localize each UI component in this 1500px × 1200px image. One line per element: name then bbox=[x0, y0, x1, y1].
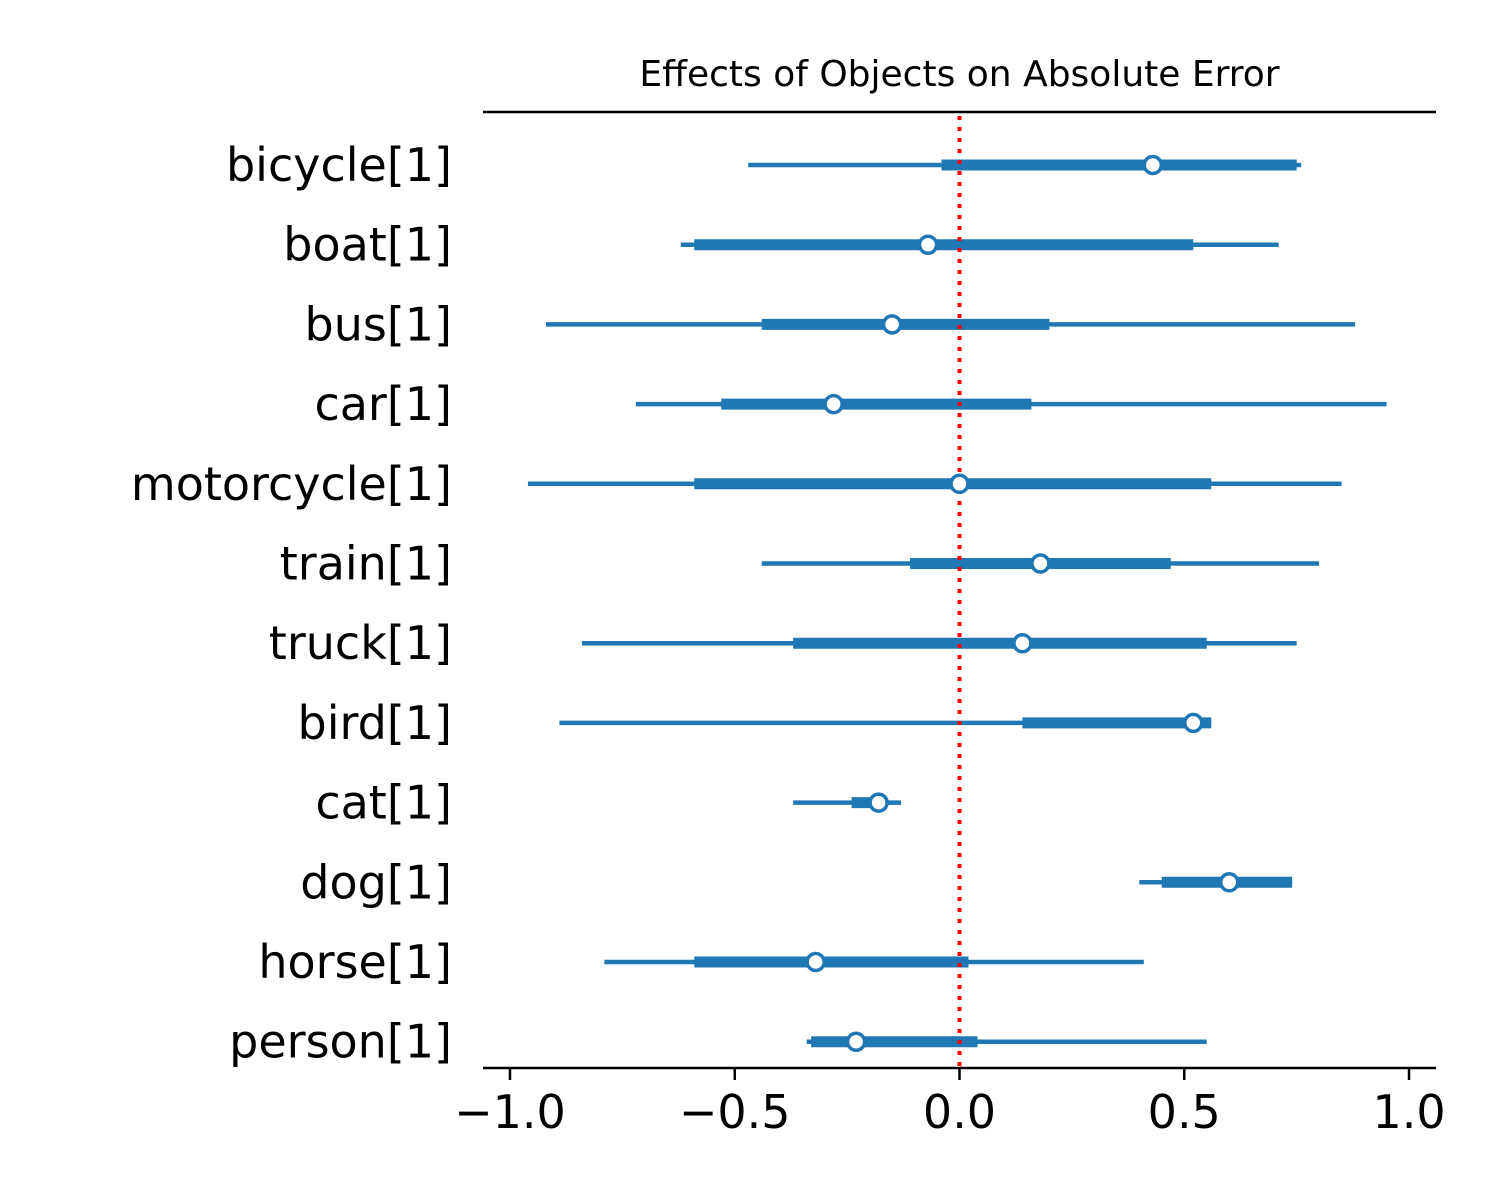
interval-series bbox=[527, 159, 1387, 1048]
y-category-label: bicycle[1] bbox=[226, 138, 452, 192]
median-point bbox=[1012, 632, 1033, 654]
median-point bbox=[949, 473, 970, 495]
chart-title: Effects of Objects on Absolute Error bbox=[639, 54, 1279, 95]
x-tick-label: −0.5 bbox=[679, 1085, 791, 1139]
y-axis-labels: bicycle[1] boat[1] bus[1] car[1] motorcycle[… bbox=[131, 138, 452, 1069]
y-category-label: cat[1] bbox=[315, 776, 452, 830]
y-category-label: boat[1] bbox=[283, 218, 452, 272]
y-category-label: train[1] bbox=[280, 537, 452, 591]
median-point bbox=[823, 393, 844, 415]
y-category-label: person[1] bbox=[229, 1015, 452, 1069]
median-point bbox=[805, 951, 826, 973]
median-markers bbox=[805, 154, 1240, 1052]
y-category-label: horse[1] bbox=[258, 935, 452, 989]
median-point bbox=[868, 792, 889, 813]
median-point bbox=[1030, 553, 1051, 574]
y-category-label: motorcycle[1] bbox=[131, 457, 452, 511]
median-point bbox=[1183, 712, 1204, 734]
median-point bbox=[845, 1031, 867, 1052]
x-axis-ticks: −1.0 −0.5 0.0 0.5 1.0 bbox=[454, 1068, 1446, 1139]
x-tick-label: 0.5 bbox=[1148, 1085, 1221, 1139]
median-point bbox=[1218, 872, 1240, 893]
x-tick-label: 1.0 bbox=[1372, 1085, 1445, 1139]
median-point bbox=[1142, 154, 1164, 176]
x-tick-label: −1.0 bbox=[454, 1085, 566, 1139]
y-category-label: bus[1] bbox=[305, 297, 452, 351]
median-point bbox=[881, 314, 903, 335]
y-category-label: bird[1] bbox=[298, 696, 452, 750]
y-category-label: dog[1] bbox=[300, 855, 452, 909]
y-category-label: truck[1] bbox=[269, 616, 452, 670]
median-point bbox=[917, 234, 939, 255]
y-category-label: car[1] bbox=[314, 377, 452, 431]
x-tick-label: 0.0 bbox=[923, 1085, 996, 1139]
